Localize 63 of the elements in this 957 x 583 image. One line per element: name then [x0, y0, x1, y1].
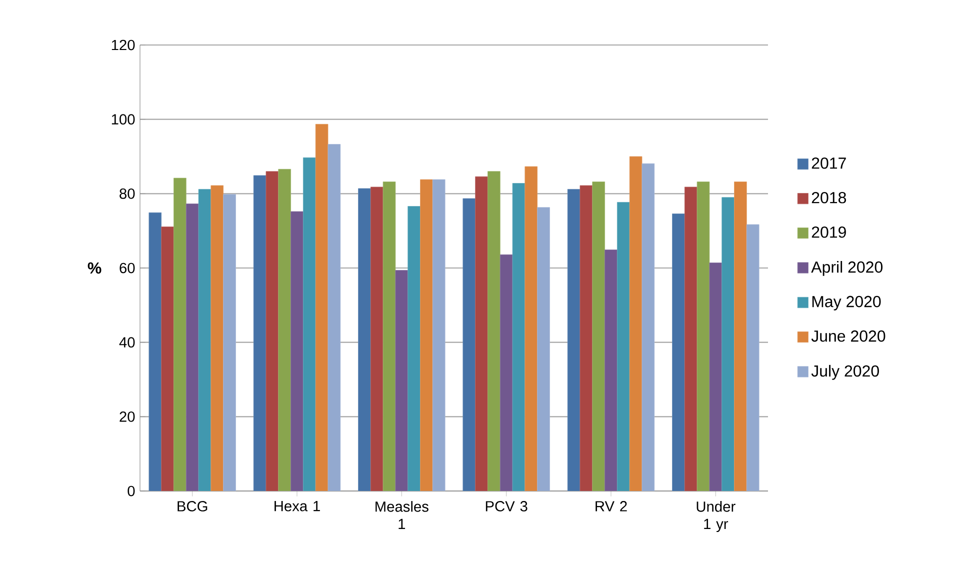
bar: [709, 262, 722, 491]
bar: [684, 186, 698, 491]
bar: [186, 204, 199, 491]
bar: [746, 224, 760, 491]
bar: [253, 175, 266, 491]
bar: [420, 179, 433, 491]
bar: [358, 188, 371, 491]
legend-label: 2017: [812, 157, 846, 169]
bar: [198, 189, 212, 491]
bar: [734, 182, 747, 491]
bar: [432, 179, 446, 491]
bar: [642, 163, 655, 491]
bar: [696, 182, 710, 491]
bar: [537, 207, 550, 491]
y-tick-label: 40: [119, 337, 135, 348]
legend-label: 2018: [812, 192, 846, 204]
bar: [266, 171, 279, 491]
x-tick-label: Under 1 yr: [696, 501, 736, 532]
y-tick-label: 0: [128, 486, 135, 496]
bar: [524, 166, 538, 491]
bar: [395, 270, 408, 491]
bar: [210, 185, 224, 491]
bar: [500, 254, 513, 491]
bar: [488, 171, 500, 491]
bar: [315, 124, 328, 491]
bar: [290, 211, 304, 491]
bar: [408, 206, 420, 491]
bar: [629, 156, 642, 491]
bar: [303, 157, 316, 491]
bar: [161, 226, 174, 491]
bar: [567, 189, 580, 491]
x-tick-label: RV 2: [596, 501, 627, 512]
bar: [592, 182, 605, 491]
bar: [722, 197, 734, 491]
bar: [462, 198, 476, 491]
y-tick-label: 60: [120, 262, 135, 274]
bar: [617, 202, 630, 491]
bar: [604, 250, 618, 491]
bar: [512, 183, 526, 491]
legend-label: July 2020: [811, 364, 879, 380]
x-tick-label: BCG: [178, 501, 208, 512]
y-axis-title: %: [88, 262, 102, 274]
y-tick-label: 120: [112, 40, 135, 50]
bar: [580, 185, 593, 491]
bar: [475, 176, 488, 491]
x-tick-label: Hexa 1: [274, 501, 320, 512]
legend-label: 2019: [812, 226, 846, 238]
legend-label: April 2020: [811, 261, 883, 276]
bar: [278, 168, 291, 491]
bar: [223, 194, 236, 491]
bar: [672, 214, 685, 491]
bar: [328, 144, 341, 491]
bar: [370, 186, 384, 491]
y-tick-label: 20: [120, 411, 135, 422]
y-tick-label: 80: [120, 188, 135, 199]
y-tick-label: 100: [112, 114, 135, 125]
bar: [148, 212, 162, 491]
bar: [382, 182, 396, 491]
x-tick-label: PCV 3: [486, 501, 528, 512]
x-tick-label: Measles 1: [376, 501, 428, 530]
bar: [174, 178, 186, 491]
legend-label: May 2020: [812, 296, 881, 310]
legend-label: June 2020: [811, 330, 886, 342]
